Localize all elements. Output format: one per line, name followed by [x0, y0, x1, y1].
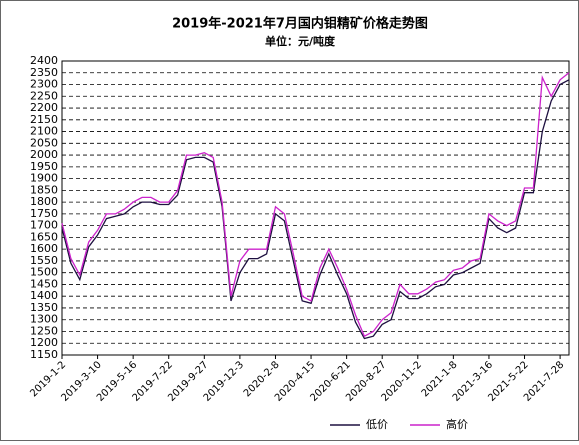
y-tick-label: 2350	[30, 66, 58, 79]
y-tick-label: 1850	[30, 183, 58, 196]
y-tick-label: 2050	[30, 136, 58, 149]
y-tick-label: 1150	[30, 348, 58, 361]
y-tick-label: 2400	[30, 54, 58, 67]
legend-label: 低价	[366, 418, 388, 431]
y-tick-label: 1800	[30, 195, 58, 208]
y-tick-label: 1750	[30, 207, 58, 220]
y-tick-label: 1900	[30, 172, 58, 185]
chart-title: 2019年-2021年7月国内钼精矿价格走势图	[172, 16, 428, 32]
y-tick-label: 1700	[30, 219, 58, 232]
series-line	[61, 72, 570, 338]
y-tick-label: 1500	[30, 266, 58, 279]
y-tick-label: 1350	[30, 301, 58, 314]
y-tick-label: 2150	[30, 113, 58, 126]
y-tick-label: 2000	[30, 148, 58, 161]
y-tick-label: 1200	[30, 336, 58, 349]
chart-subtitle: 单位：元/吨度	[265, 34, 336, 48]
series-line	[61, 79, 570, 340]
y-tick-label: 2250	[30, 89, 58, 102]
y-tick-label: 1250	[30, 324, 58, 337]
y-tick-label: 1600	[30, 242, 58, 255]
y-tick-label: 1550	[30, 254, 58, 267]
y-tick-label: 1650	[30, 230, 58, 243]
legend-label: 高价	[446, 417, 468, 431]
y-tick-label: 1400	[30, 289, 58, 302]
y-tick-label: 1450	[30, 277, 58, 290]
y-tick-label: 1950	[30, 160, 58, 173]
y-tick-label: 2300	[30, 78, 58, 91]
y-tick-label: 1300	[30, 313, 58, 326]
y-tick-label: 2100	[30, 125, 58, 138]
y-tick-label: 2200	[30, 101, 58, 114]
